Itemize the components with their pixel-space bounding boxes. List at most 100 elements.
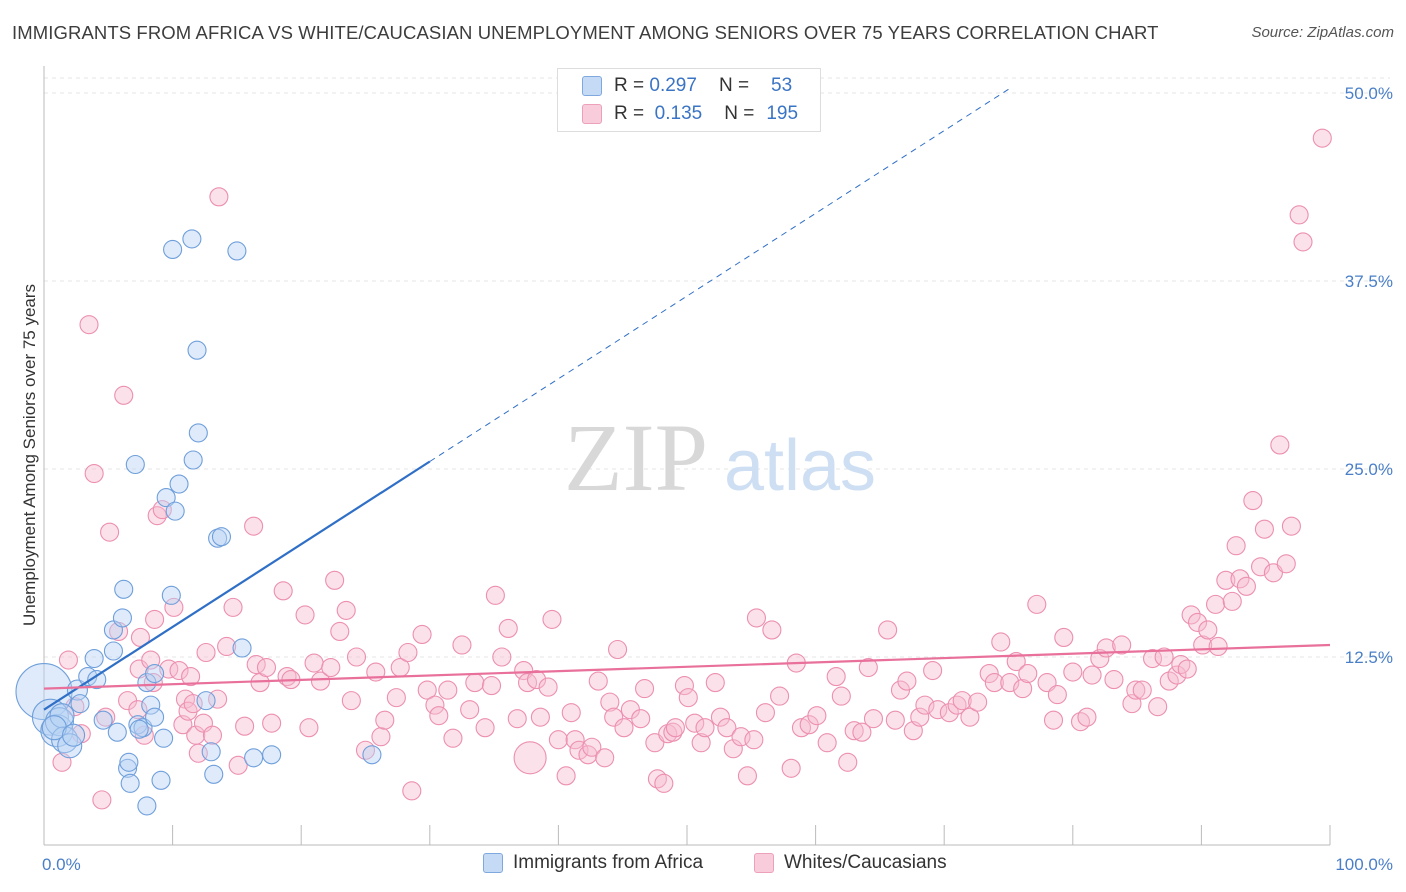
data-point bbox=[70, 694, 90, 714]
data-point bbox=[939, 703, 959, 723]
data-point bbox=[262, 745, 282, 765]
data-point bbox=[202, 725, 223, 745]
data-point bbox=[412, 624, 432, 645]
data-point bbox=[852, 722, 872, 742]
data-point bbox=[1112, 635, 1132, 655]
data-point bbox=[244, 516, 264, 536]
data-point bbox=[548, 730, 568, 750]
data-point bbox=[781, 758, 801, 778]
data-point bbox=[84, 648, 104, 669]
data-point bbox=[182, 229, 202, 249]
legend-swatch-africa bbox=[582, 76, 602, 96]
data-point bbox=[1082, 665, 1102, 685]
data-point bbox=[542, 609, 562, 629]
data-point bbox=[744, 730, 764, 750]
data-point bbox=[1013, 679, 1033, 699]
data-point bbox=[417, 680, 437, 700]
data-point bbox=[1027, 594, 1047, 614]
data-point bbox=[1177, 659, 1197, 679]
data-point bbox=[485, 585, 505, 605]
data-point bbox=[204, 764, 224, 784]
data-point bbox=[134, 725, 154, 745]
data-point bbox=[885, 710, 905, 730]
data-point bbox=[1181, 605, 1201, 625]
data-point bbox=[262, 713, 282, 733]
data-point bbox=[737, 766, 757, 786]
data-point bbox=[169, 474, 189, 494]
data-point bbox=[915, 695, 935, 715]
data-point bbox=[92, 790, 112, 810]
data-point bbox=[960, 707, 980, 727]
data-point bbox=[346, 647, 367, 667]
data-point bbox=[141, 695, 161, 715]
data-point bbox=[635, 679, 655, 699]
legend-n-label: N = bbox=[718, 75, 750, 96]
data-point bbox=[608, 639, 628, 660]
data-point bbox=[1132, 680, 1152, 700]
data-point bbox=[120, 773, 140, 793]
data-point bbox=[371, 727, 391, 747]
axes bbox=[43, 66, 1331, 846]
data-point bbox=[858, 657, 878, 678]
data-point bbox=[159, 659, 179, 679]
legend-r-label: R = bbox=[614, 75, 645, 96]
data-point bbox=[968, 692, 988, 712]
y-tick-label: 37.5% bbox=[1345, 272, 1393, 291]
data-point bbox=[770, 686, 790, 706]
data-point bbox=[561, 703, 581, 723]
data-point bbox=[604, 707, 624, 727]
data-point bbox=[928, 700, 948, 720]
data-point bbox=[228, 755, 248, 775]
data-point bbox=[1208, 636, 1228, 657]
data-point bbox=[1167, 665, 1187, 685]
data-point bbox=[1006, 651, 1026, 672]
data-point bbox=[1047, 685, 1067, 705]
legend-n-value: 53 bbox=[771, 75, 793, 96]
data-point bbox=[1187, 612, 1208, 632]
data-point bbox=[614, 718, 634, 738]
legend-row-whites: R = 0.135 N = 195 bbox=[582, 100, 798, 128]
data-point bbox=[984, 673, 1004, 693]
data-point bbox=[481, 676, 502, 696]
legend-n-value: 195 bbox=[766, 103, 799, 124]
data-point bbox=[273, 581, 293, 601]
data-point bbox=[979, 664, 999, 684]
data-point bbox=[1205, 594, 1226, 614]
data-point bbox=[425, 695, 445, 715]
data-point bbox=[838, 752, 858, 772]
legend-r-label: R = bbox=[614, 103, 645, 124]
data-point bbox=[163, 239, 183, 259]
correlation-legend: R = 0.297 N = 53 R = 0.135 N = 195 bbox=[557, 68, 821, 132]
data-point bbox=[161, 585, 181, 605]
data-point bbox=[1243, 491, 1263, 511]
data-point bbox=[398, 642, 418, 663]
data-point bbox=[1154, 647, 1174, 667]
data-point bbox=[492, 647, 512, 667]
data-point bbox=[325, 570, 345, 590]
data-point bbox=[58, 650, 78, 670]
watermark: ZIP atlas bbox=[564, 404, 876, 511]
data-point bbox=[595, 748, 615, 768]
data-point bbox=[154, 728, 174, 748]
data-point bbox=[665, 718, 685, 738]
data-point bbox=[1198, 620, 1218, 640]
grid bbox=[44, 77, 1390, 658]
data-point bbox=[137, 796, 157, 816]
data-point bbox=[807, 706, 827, 726]
data-point bbox=[129, 719, 149, 739]
x-tick-label: 100.0% bbox=[1335, 855, 1393, 874]
y-axis-label: Unemployment Among Seniors over 75 years bbox=[20, 283, 39, 627]
data-point bbox=[87, 670, 107, 690]
data-point bbox=[1126, 680, 1146, 700]
data-point bbox=[402, 781, 422, 801]
trend-africa-dashed bbox=[429, 88, 1009, 462]
trend-whites bbox=[43, 643, 1331, 690]
data-point bbox=[863, 709, 884, 729]
data-point bbox=[304, 653, 324, 673]
data-point bbox=[452, 635, 472, 655]
data-point bbox=[145, 609, 165, 629]
chart-title: IMMIGRANTS FROM AFRICA VS WHITE/CAUCASIA… bbox=[12, 22, 1159, 43]
data-point bbox=[755, 703, 775, 723]
data-point bbox=[538, 677, 558, 697]
data-point bbox=[341, 691, 361, 711]
